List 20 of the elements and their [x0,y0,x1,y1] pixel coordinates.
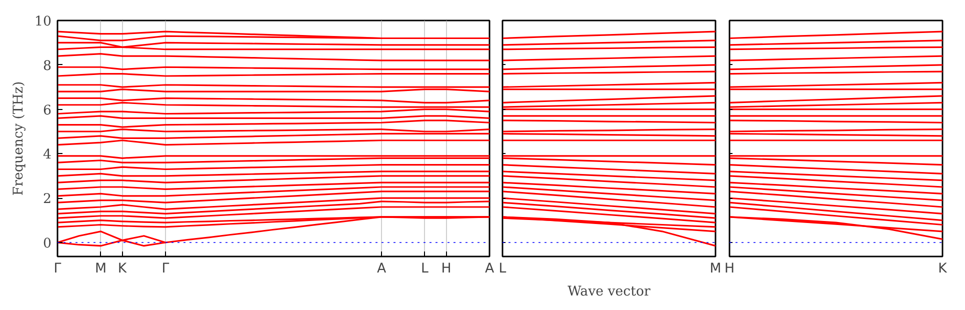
y-tick-label: 6 [43,103,52,118]
x-tick-label: H [441,262,452,276]
y-axis-title: Frequency (THz) [12,81,27,196]
y-tick-label: 4 [43,148,52,163]
x-axis-title: Wave vector [568,284,652,300]
x-tick-label: A [376,262,386,276]
y-tick-label: 10 [34,14,52,30]
y-tick-label: 2 [43,192,52,208]
x-tick-label: L [420,262,429,276]
x-tick-label: K [118,262,128,276]
y-tick-label: 0 [43,236,52,252]
x-tick-label: L [498,262,507,276]
x-tick-label: K [938,262,948,276]
y-tick-label: 8 [43,58,52,74]
x-tick-label: M [710,262,722,276]
x-tick-label: M [94,262,106,276]
x-tick-label: Γ [54,262,62,276]
x-tick-label: H [724,262,735,276]
x-tick-label: Γ [162,262,170,276]
x-tick-label: A [484,262,494,276]
